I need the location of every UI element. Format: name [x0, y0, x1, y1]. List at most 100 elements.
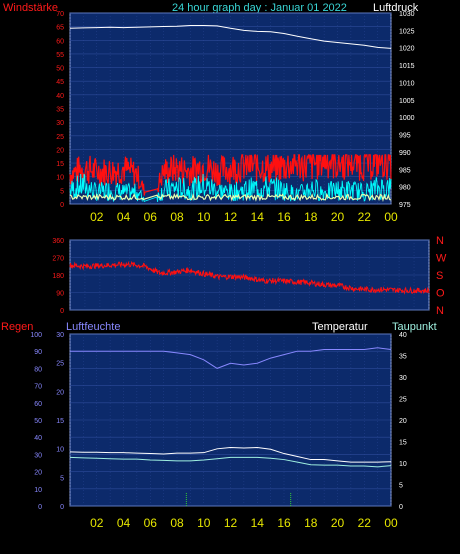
- pressure-tick-label: 1020: [399, 46, 415, 53]
- pressure-tick-label: 975: [399, 202, 411, 209]
- wind-tick-label: 40: [56, 93, 64, 100]
- direction-tick-label: 270: [52, 256, 64, 263]
- wind-tick-label: 45: [56, 79, 64, 86]
- direction-tick-label: 180: [52, 273, 64, 280]
- rain-tick-label: 70: [34, 384, 42, 391]
- humidity-tick-label: 15: [56, 418, 64, 425]
- rain-tick-label: 10: [34, 487, 42, 494]
- time-tick-label: 20: [331, 516, 345, 530]
- time-tick-label: 16: [277, 210, 291, 224]
- pressure-tick-label: 1015: [399, 63, 415, 70]
- wind-tick-label: 20: [56, 147, 64, 154]
- wind-tick-label: 15: [56, 161, 64, 168]
- direction-tick-label: 360: [52, 238, 64, 245]
- time-tick-label: 08: [170, 210, 184, 224]
- rain-tick-label: 90: [34, 349, 42, 356]
- pressure-axis-title: Luftdruck: [373, 2, 419, 14]
- dewpoint-axis-title: Taupunkt: [392, 321, 437, 333]
- temperature-tick-label: 25: [399, 397, 407, 404]
- time-tick-label: 10: [197, 210, 211, 224]
- pressure-tick-label: 990: [399, 150, 411, 157]
- time-tick-label: 22: [358, 516, 372, 530]
- rain-tick-label: 30: [34, 452, 42, 459]
- wind-axis-title: Windstärke: [3, 2, 58, 14]
- pressure-tick-label: 980: [399, 185, 411, 192]
- humidity-line: [70, 347, 392, 369]
- wind-tick-label: 35: [56, 107, 64, 114]
- time-tick-label: 06: [144, 516, 158, 530]
- time-tick-label: 14: [251, 516, 265, 530]
- wind-low-line: [69, 192, 392, 203]
- wind-tick-label: 70: [56, 11, 64, 18]
- time-tick-label: 18: [304, 210, 318, 224]
- wind-tick-label: 5: [60, 188, 64, 195]
- wind-tick-label: 25: [56, 134, 64, 141]
- temperature-line: [69, 447, 392, 463]
- wind-tick-label: 55: [56, 52, 64, 59]
- graph-title: 24 hour graph day : Januar 01 2022: [172, 2, 347, 14]
- pressure-tick-label: 1000: [399, 115, 415, 122]
- direction-label: W: [436, 253, 447, 265]
- wind-tick-label: 50: [56, 66, 64, 73]
- direction-tick-label: 0: [60, 308, 64, 315]
- temperature-tick-label: 0: [399, 504, 403, 511]
- pressure-tick-label: 995: [399, 133, 411, 140]
- humidity-tick-label: 10: [56, 447, 64, 454]
- time-tick-label: 00: [384, 516, 398, 530]
- time-tick-label: 12: [224, 516, 238, 530]
- wind-gust-line: [69, 173, 392, 203]
- time-tick-label: 12: [224, 210, 238, 224]
- humidity-tick-label: 0: [60, 504, 64, 511]
- wind-direction-line: [69, 260, 430, 295]
- temperature-tick-label: 10: [399, 461, 407, 468]
- temperature-tick-label: 20: [399, 418, 407, 425]
- rain-tick-label: 80: [34, 366, 42, 373]
- direction-label: O: [436, 288, 445, 300]
- pressure-tick-label: 1030: [399, 11, 415, 18]
- rain-tick-label: 40: [34, 435, 42, 442]
- pressure-line: [69, 25, 392, 49]
- time-tick-label: 02: [90, 210, 104, 224]
- humidity-tick-label: 30: [56, 332, 64, 339]
- time-tick-label: 18: [304, 516, 318, 530]
- pressure-tick-label: 985: [399, 167, 411, 174]
- humidity-tick-label: 5: [60, 475, 64, 482]
- rain-axis-title: Regen: [1, 321, 33, 333]
- wind-tick-label: 10: [56, 175, 64, 182]
- humidity-axis-title: Luftfeuchte: [66, 321, 120, 333]
- temperature-tick-label: 35: [399, 354, 407, 361]
- humidity-tick-label: 25: [56, 361, 64, 368]
- wind-speed-line: [69, 153, 392, 196]
- direction-label: N: [436, 235, 444, 247]
- time-tick-label: 02: [90, 516, 104, 530]
- time-tick-label: 16: [277, 516, 291, 530]
- time-tick-label: 10: [197, 516, 211, 530]
- time-tick-label: 00: [384, 210, 398, 224]
- pressure-tick-label: 1005: [399, 98, 415, 105]
- pressure-tick-label: 1025: [399, 28, 415, 35]
- time-tick-label: 14: [251, 210, 265, 224]
- rain-tick-label: 0: [38, 504, 42, 511]
- temperature-tick-label: 15: [399, 440, 407, 447]
- time-tick-label: 08: [170, 516, 184, 530]
- dewpoint-line: [69, 456, 392, 468]
- temperature-tick-label: 5: [399, 483, 403, 490]
- rain-tick-label: 60: [34, 401, 42, 408]
- wind-tick-label: 0: [60, 202, 64, 209]
- time-tick-label: 06: [144, 210, 158, 224]
- direction-tick-label: 90: [56, 291, 64, 298]
- time-tick-label: 04: [117, 210, 131, 224]
- direction-label: S: [436, 270, 443, 282]
- temperature-axis-title: Temperatur: [312, 321, 368, 333]
- temperature-tick-label: 30: [399, 375, 407, 382]
- time-tick-label: 20: [331, 210, 345, 224]
- pressure-tick-label: 1010: [399, 80, 415, 87]
- rain-tick-label: 20: [34, 470, 42, 477]
- wind-tick-label: 60: [56, 38, 64, 45]
- rain-tick-label: 100: [30, 332, 42, 339]
- direction-label: N: [436, 305, 444, 317]
- humidity-tick-label: 20: [56, 389, 64, 396]
- temperature-tick-label: 40: [399, 332, 407, 339]
- rain-tick-label: 50: [34, 418, 42, 425]
